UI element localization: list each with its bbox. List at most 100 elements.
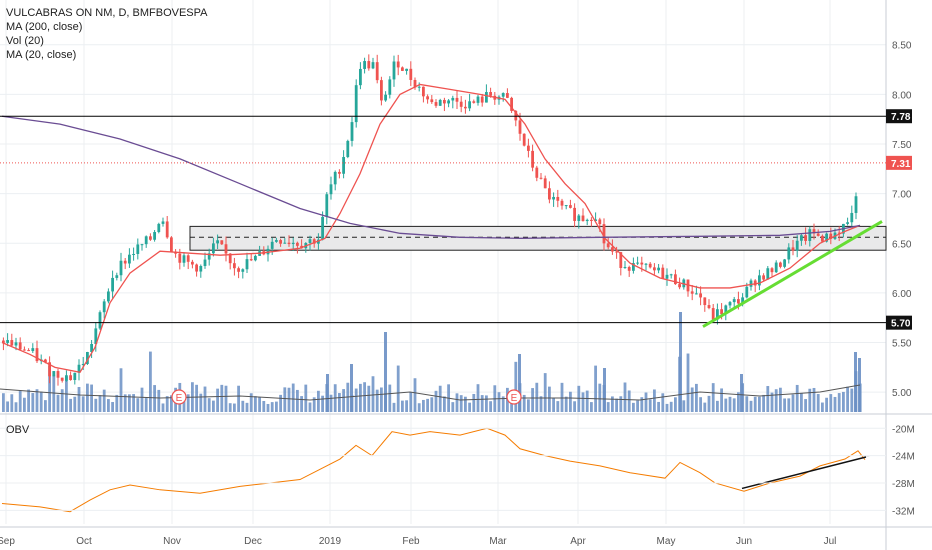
time-tick-label: Mar	[489, 536, 507, 547]
candle-body	[35, 348, 39, 362]
volume-bar	[111, 402, 114, 412]
candle-body	[165, 221, 169, 238]
volume-bar	[107, 399, 110, 412]
legend-ma200: MA (200, close)	[6, 21, 83, 33]
candle-body	[77, 364, 81, 373]
candle-body	[81, 363, 85, 365]
candle-body	[527, 145, 530, 151]
volume-bar	[195, 384, 198, 412]
candle-body	[770, 268, 774, 273]
volume-bar	[581, 392, 585, 412]
candle-body	[804, 235, 807, 241]
obv-trend-arrow	[741, 456, 867, 490]
candle-body	[380, 80, 383, 101]
volume-bar	[123, 394, 127, 412]
candle-body	[753, 280, 757, 286]
candle-body	[401, 67, 404, 71]
time-tick-label: Apr	[570, 536, 586, 547]
time-tick-label: 2019	[319, 536, 342, 547]
candle-body	[363, 61, 366, 69]
volume-bar	[401, 400, 404, 412]
volume-bar	[522, 394, 526, 412]
time-tick-label: Feb	[402, 536, 420, 547]
volume-bar	[543, 373, 547, 412]
candle-body	[749, 280, 753, 287]
candle-body	[514, 110, 518, 121]
candle-body	[434, 102, 438, 106]
volume-bar	[758, 396, 761, 412]
volume-bar	[464, 396, 467, 412]
candle-body	[296, 242, 299, 246]
candle-body	[220, 240, 224, 245]
volume-bar	[396, 365, 400, 412]
candle-body	[119, 260, 123, 276]
candle-body	[249, 259, 253, 261]
candle-body	[451, 97, 455, 101]
volume-bar	[81, 396, 85, 412]
candle-body	[627, 267, 631, 271]
candle-body	[228, 253, 232, 264]
candle-body	[199, 266, 203, 272]
volume-bar	[308, 402, 312, 412]
obv-pane-label: OBV	[6, 424, 30, 436]
volume-bar	[23, 397, 26, 412]
volume-bar	[212, 400, 215, 412]
candle-body	[737, 299, 740, 304]
candle-body	[485, 92, 488, 103]
price-tick-label: 8.00	[892, 90, 912, 101]
candle-body	[644, 263, 648, 265]
volume-bar	[342, 389, 345, 412]
volume-bar	[27, 389, 30, 412]
time-tick-label: Jul	[824, 536, 837, 547]
candle-body	[594, 219, 597, 221]
volume-bar	[783, 398, 786, 412]
volume-bar	[611, 396, 614, 412]
volume-bar	[707, 395, 711, 412]
volume-bar	[375, 389, 379, 412]
volume-bar	[653, 389, 656, 412]
volume-bar	[77, 386, 81, 412]
candle-body	[2, 340, 5, 343]
candle-body	[657, 267, 660, 271]
volume-bar	[682, 400, 686, 412]
volume-bar	[56, 394, 60, 412]
candle-body	[136, 244, 140, 254]
volume-bar	[590, 402, 593, 412]
volume-bar	[740, 374, 743, 412]
volume-bar	[296, 389, 299, 412]
candle-body	[821, 235, 824, 242]
price-tick-label: 7.00	[892, 190, 912, 201]
candle-body	[472, 101, 476, 103]
candle-body	[245, 259, 249, 270]
obv-tick-label: -24M	[892, 452, 915, 463]
volume-bar	[186, 394, 190, 412]
volume-bar	[443, 396, 446, 412]
volume-bar	[451, 402, 455, 412]
candle-body	[291, 242, 295, 245]
candle-body	[590, 219, 593, 221]
volume-bar	[69, 398, 72, 412]
candle-body	[539, 177, 543, 179]
candle-body	[132, 253, 135, 255]
volume-bar	[258, 397, 261, 412]
candle-body	[455, 97, 459, 102]
volume-bar	[816, 394, 820, 412]
candle-body	[237, 268, 240, 272]
volume-bar	[661, 393, 665, 412]
volume-bar	[850, 388, 854, 412]
candle-body	[808, 229, 812, 241]
candle-body	[430, 99, 434, 103]
volume-bar	[199, 393, 203, 412]
candle-body	[207, 253, 211, 260]
candle-body	[203, 259, 207, 267]
candle-body	[23, 349, 26, 351]
volume-bar	[455, 393, 459, 412]
time-tick-label: May	[657, 536, 676, 547]
volume-bar	[732, 398, 736, 412]
candle-body	[90, 344, 93, 352]
volume-bar	[737, 392, 740, 412]
candle-body	[94, 328, 98, 345]
volume-bar	[249, 393, 253, 412]
candle-body	[724, 305, 728, 315]
